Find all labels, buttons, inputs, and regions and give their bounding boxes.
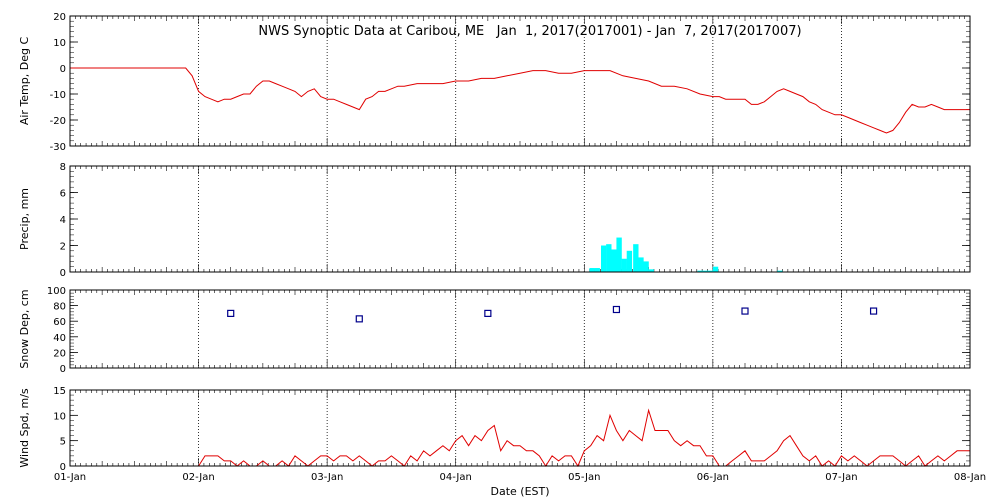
precip-bar [702, 270, 708, 272]
y-tick-label: 6 [60, 189, 66, 200]
snow-depth-point [869, 307, 878, 315]
x-axis-label: Date (EST) [490, 485, 549, 498]
precip-bar [626, 250, 633, 272]
panel-precip: 0 2 4 6 8 Precip, mm [18, 162, 971, 279]
snow-depth-point [484, 309, 492, 317]
snow-depth-point [355, 315, 363, 323]
y-tick-label: 20 [53, 348, 66, 359]
precip-bar [707, 270, 714, 272]
snow-depth-point [612, 305, 621, 314]
precip-bar [621, 258, 627, 272]
precip-bar [697, 270, 703, 272]
y-tick-label: 100 [47, 286, 66, 297]
precip-bar [633, 244, 639, 272]
y-tick-label: 4 [60, 215, 66, 226]
panel-frame [69, 15, 971, 147]
y-tick-label: 0 [60, 64, 66, 75]
y-tick-label: 40 [53, 333, 66, 344]
x-tick-label: 01-Jan [54, 472, 86, 483]
x-tick-label: 07-Jan [825, 472, 857, 483]
panel-air_temp: -30 -20 -10 0 10 20 Air Temp, Deg C [18, 12, 971, 153]
precip-bar [611, 249, 617, 272]
y-tick-label: -30 [50, 142, 66, 153]
y-tick-label: 5 [60, 437, 66, 448]
y-tick-label: 20 [53, 12, 66, 23]
precip-bar [616, 237, 622, 272]
y-tick-label: 10 [53, 38, 66, 49]
panel-frame [69, 165, 971, 273]
y-tick-label: -10 [50, 90, 66, 101]
chart-panels: -30 -20 -10 0 10 20 Air Temp, Deg C 0 2 4 6 8 Precip… [18, 12, 986, 483]
x-tick-label: 05-Jan [568, 472, 600, 483]
wind-speed-series-line [198, 408, 970, 468]
precip-bar [601, 245, 607, 272]
x-tick-label: 04-Jan [440, 472, 472, 483]
chart-title: NWS Synoptic Data at Caribou, ME Jan 1, … [258, 24, 801, 39]
precip-bar [606, 244, 612, 272]
y-tick-label: 2 [60, 242, 66, 253]
precip-bar [712, 266, 719, 272]
y-tick-label: 80 [53, 302, 66, 313]
y-tick-label: 0 [60, 364, 66, 375]
y-axis-label: Wind Spd, m/s [18, 388, 31, 468]
y-axis-label: Air Temp, Deg C [18, 37, 31, 126]
air-temp-series-line [70, 67, 970, 134]
x-tick-label: 06-Jan [697, 472, 729, 483]
x-tick-label: 08-Jan [954, 472, 986, 483]
panel-snow_depth: 0 20 40 60 80 100 Snow Dep, cm [18, 286, 971, 375]
snow-depth-point [741, 307, 749, 315]
precip-bar [589, 268, 595, 272]
panel-wind_speed: 0 5 10 15 Wind Spd, m/s 01-Jan 02-Jan 03-Jan 04-… [18, 386, 986, 483]
y-tick-label: 0 [60, 268, 66, 279]
panel-frame [69, 289, 971, 369]
y-tick-label: -20 [50, 116, 66, 127]
panel-frame [69, 389, 971, 467]
precip-bar [638, 257, 644, 272]
y-tick-label: 15 [53, 386, 66, 397]
y-tick-label: 8 [60, 162, 66, 173]
precip-bar [648, 269, 654, 272]
precip-bar [777, 270, 783, 272]
precip-bar [643, 261, 649, 272]
snow-depth-point [227, 309, 235, 317]
x-tick-label: 02-Jan [182, 472, 214, 483]
y-axis-label: Snow Dep, cm [18, 289, 31, 368]
y-axis-label: Precip, mm [18, 188, 31, 250]
y-tick-label: 0 [60, 462, 66, 473]
y-tick-label: 10 [53, 411, 66, 422]
x-tick-label: 03-Jan [311, 472, 343, 483]
precip-bar [594, 268, 600, 272]
y-tick-label: 60 [53, 317, 66, 328]
